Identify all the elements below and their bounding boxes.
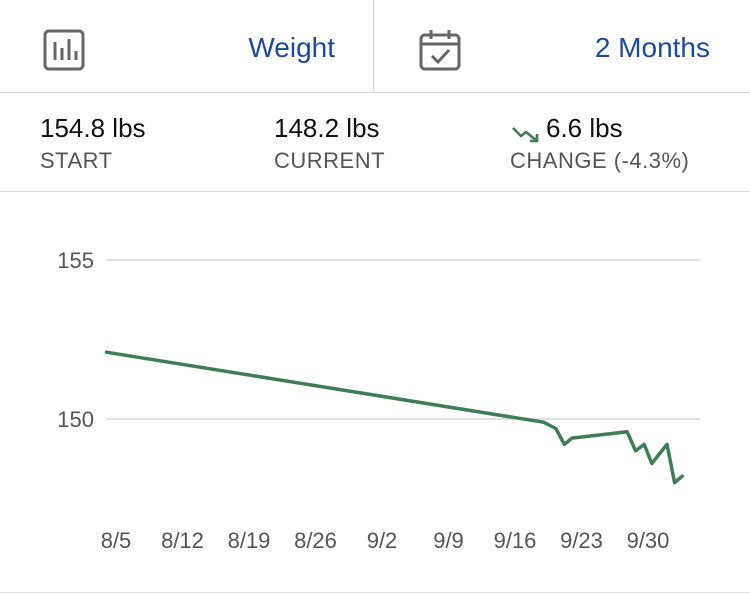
metric-selector[interactable]: Weight — [0, 0, 374, 92]
range-selector[interactable]: 2 Months — [374, 0, 750, 92]
range-label[interactable]: 2 Months — [594, 32, 710, 63]
current-label: CURRENT — [274, 148, 386, 173]
change-label: CHANGE (-4.3%) — [510, 148, 690, 173]
weight-series-line — [104, 350, 684, 485]
bar-chart-icon — [42, 28, 86, 72]
stats-row: 154.8 lbs START 148.2 lbs CURRENT 6.6 lb… — [0, 93, 750, 192]
current-stat: 148.2 lbs CURRENT — [274, 113, 385, 174]
x-tick-label: 9/23 — [560, 528, 603, 553]
x-tick-label: 8/26 — [294, 528, 337, 553]
bottom-divider — [0, 592, 750, 593]
change-value: 6.6 lbs — [546, 113, 623, 143]
start-label: START — [40, 148, 113, 173]
x-tick-label: 9/2 — [367, 528, 398, 553]
start-value: 154.8 lbs — [40, 113, 146, 143]
calendar-check-icon — [418, 28, 462, 72]
x-tick-label: 9/16 — [494, 528, 537, 553]
x-tick-label: 9/9 — [433, 528, 464, 553]
trend-down-icon — [510, 120, 542, 143]
change-value-row: 6.6 lbs — [510, 113, 689, 144]
weight-chart: 150 155 8/5 8/12 8/19 8/26 9/2 9/9 9/16 9/23 9/30 — [57, 248, 700, 553]
x-tick-label: 8/12 — [161, 528, 204, 553]
current-value: 148.2 lbs — [274, 113, 380, 143]
x-tick-label: 9/30 — [627, 528, 670, 553]
y-tick-label: 155 — [57, 248, 94, 273]
x-tick-label: 8/5 — [101, 528, 132, 553]
start-stat: 154.8 lbs START — [40, 113, 146, 174]
y-tick-label: 150 — [57, 407, 94, 432]
header-bar: Weight 2 Months — [0, 0, 750, 93]
change-stat: 6.6 lbs CHANGE (-4.3%) — [510, 113, 689, 174]
metric-label[interactable]: Weight — [248, 32, 335, 63]
x-tick-label: 8/19 — [228, 528, 271, 553]
